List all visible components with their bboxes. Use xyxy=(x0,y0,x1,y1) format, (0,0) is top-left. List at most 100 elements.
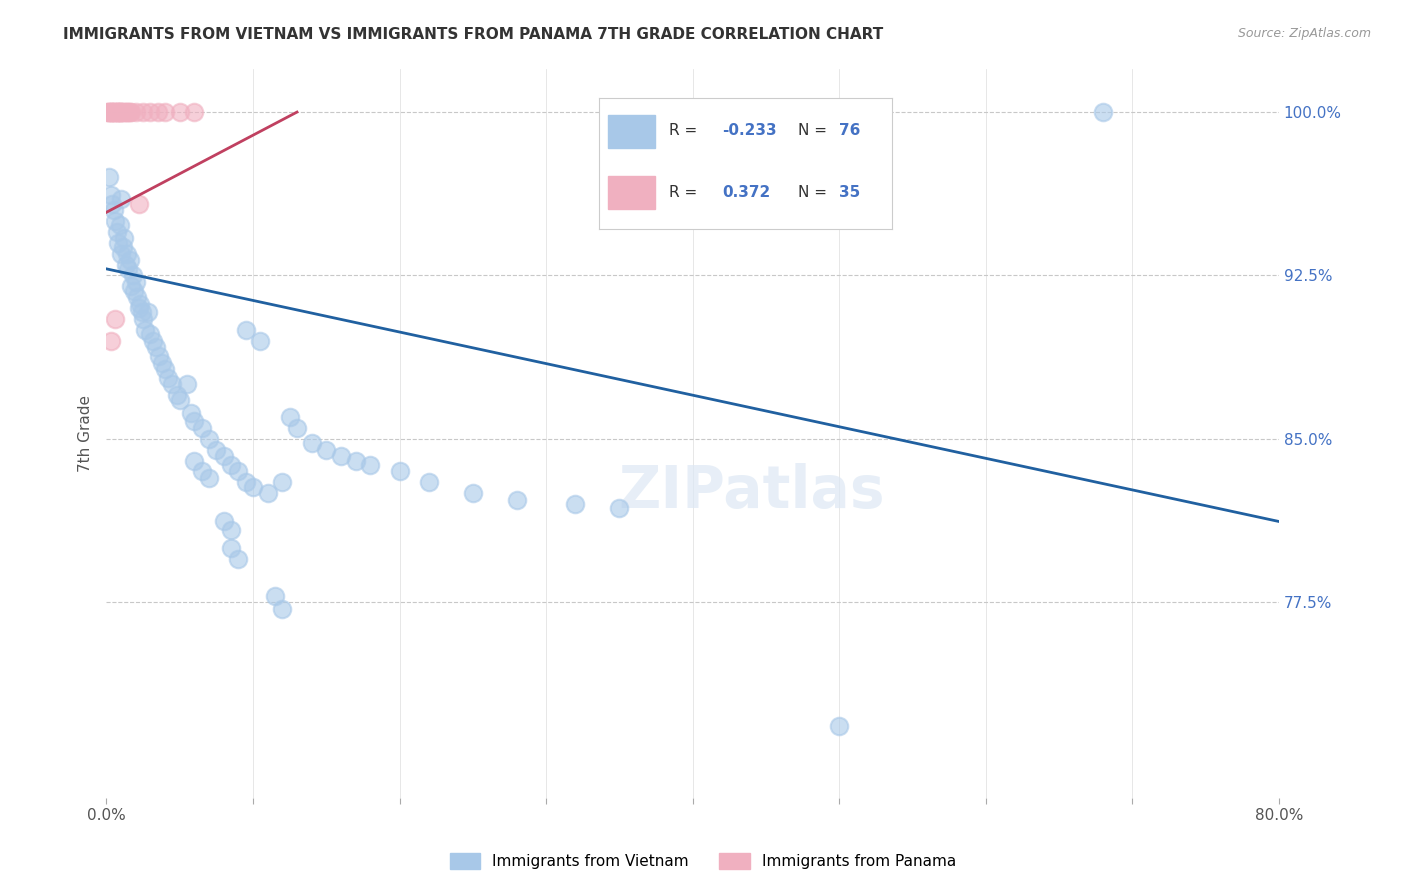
Point xyxy=(112,231,135,245)
Point xyxy=(205,442,228,457)
Point xyxy=(104,214,127,228)
Point xyxy=(128,301,150,315)
Point xyxy=(148,349,170,363)
Point xyxy=(242,480,264,494)
Point xyxy=(120,105,142,120)
Point xyxy=(129,296,152,310)
Point xyxy=(111,240,134,254)
Text: IMMIGRANTS FROM VIETNAM VS IMMIGRANTS FROM PANAMA 7TH GRADE CORRELATION CHART: IMMIGRANTS FROM VIETNAM VS IMMIGRANTS FR… xyxy=(63,27,883,42)
Point xyxy=(301,436,323,450)
Point xyxy=(136,305,159,319)
Point xyxy=(169,392,191,407)
Y-axis label: 7th Grade: 7th Grade xyxy=(79,395,93,472)
Point xyxy=(256,486,278,500)
Point xyxy=(111,105,134,120)
Point xyxy=(506,492,529,507)
Point xyxy=(103,203,125,218)
Point xyxy=(190,464,212,478)
Point xyxy=(101,105,124,120)
Point xyxy=(166,388,188,402)
Point xyxy=(183,105,205,120)
Point xyxy=(150,355,173,369)
Point xyxy=(120,279,142,293)
Point xyxy=(271,475,294,490)
Point xyxy=(115,246,138,260)
Point xyxy=(249,334,271,348)
Point xyxy=(271,601,294,615)
Point xyxy=(219,523,242,537)
Point xyxy=(110,105,132,120)
Point xyxy=(125,275,148,289)
Point xyxy=(359,458,381,472)
Point xyxy=(108,219,131,233)
Point xyxy=(117,261,139,276)
Point xyxy=(183,453,205,467)
Point xyxy=(100,105,122,120)
Point xyxy=(609,501,631,516)
Point xyxy=(212,515,235,529)
Point xyxy=(117,105,139,120)
Point xyxy=(107,235,129,250)
Point xyxy=(212,449,235,463)
Point xyxy=(100,105,122,120)
Point xyxy=(114,258,136,272)
Point xyxy=(228,551,250,566)
Point xyxy=(110,192,132,206)
Point xyxy=(103,105,125,120)
Text: Source: ZipAtlas.com: Source: ZipAtlas.com xyxy=(1237,27,1371,40)
Legend: Immigrants from Vietnam, Immigrants from Panama: Immigrants from Vietnam, Immigrants from… xyxy=(443,847,963,875)
Text: ZIPatlas: ZIPatlas xyxy=(619,463,884,520)
Point xyxy=(315,442,337,457)
Point xyxy=(169,105,191,120)
Point xyxy=(108,105,131,120)
Point xyxy=(461,486,484,500)
Point xyxy=(564,497,586,511)
Point xyxy=(198,471,221,485)
Point xyxy=(98,105,121,120)
Point xyxy=(388,464,411,478)
Point xyxy=(198,432,221,446)
Point xyxy=(110,105,132,120)
Point xyxy=(1092,105,1115,120)
Point xyxy=(131,305,153,319)
Point xyxy=(139,105,162,120)
Point xyxy=(98,170,121,185)
Point xyxy=(115,105,138,120)
Point xyxy=(105,105,128,120)
Point xyxy=(103,105,125,120)
Point xyxy=(100,334,122,348)
Point xyxy=(125,105,148,120)
Point xyxy=(418,475,440,490)
Point xyxy=(121,268,143,283)
Point xyxy=(132,105,155,120)
Point xyxy=(97,105,120,120)
Point xyxy=(104,105,127,120)
Point xyxy=(105,225,128,239)
Point xyxy=(190,421,212,435)
Point xyxy=(101,105,124,120)
Point xyxy=(142,334,165,348)
Point xyxy=(134,323,156,337)
Point xyxy=(828,719,851,733)
Point xyxy=(97,105,120,120)
Point xyxy=(146,105,169,120)
Point xyxy=(157,370,180,384)
Point xyxy=(228,464,250,478)
Point xyxy=(183,414,205,428)
Point xyxy=(145,340,167,354)
Point xyxy=(124,284,146,298)
Point xyxy=(330,449,353,463)
Point xyxy=(107,105,129,120)
Point xyxy=(219,458,242,472)
Point xyxy=(128,196,150,211)
Point xyxy=(118,253,141,268)
Point xyxy=(112,105,135,120)
Point xyxy=(104,312,127,326)
Point xyxy=(127,290,149,304)
Point xyxy=(219,541,242,555)
Point xyxy=(235,323,257,337)
Point xyxy=(108,105,131,120)
Point xyxy=(105,105,128,120)
Point xyxy=(101,196,124,211)
Point xyxy=(114,105,136,120)
